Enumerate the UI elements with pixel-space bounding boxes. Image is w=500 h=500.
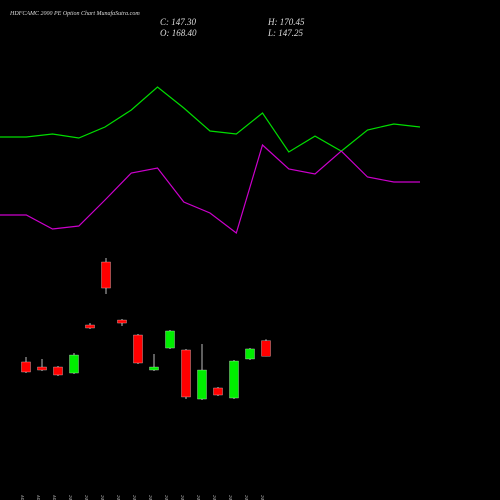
x-tick-label: 23 Dec <box>228 495 234 500</box>
candle-body <box>101 261 111 289</box>
candle-body <box>37 366 47 371</box>
x-tick-label: 28 Nov <box>52 495 58 500</box>
candle-body <box>261 340 271 357</box>
info-low: L: 147.25 <box>267 28 304 38</box>
x-tick-label: 02 Dec <box>84 495 90 500</box>
indicator-line <box>0 143 420 235</box>
candle-body <box>181 349 191 398</box>
candle-body <box>197 369 207 400</box>
candle-body <box>117 319 127 324</box>
candle-body <box>229 360 239 399</box>
x-tick-label: 18 Dec <box>196 495 202 500</box>
candle-body <box>213 387 223 396</box>
x-tick-label: 29 Dec <box>260 495 266 500</box>
x-tick-label: 16 Dec <box>180 495 186 500</box>
x-tick-label: 12 Dec <box>148 495 154 500</box>
x-tick-label: 19 Dec <box>212 495 218 500</box>
x-tick-label: 13 Dec <box>164 495 170 500</box>
candle-body <box>165 330 175 349</box>
x-tick-label: 10 Dec <box>116 495 122 500</box>
candle-body <box>53 366 63 376</box>
chart-title: HDFCAMC 2000 PE Option Chart MunafaSutra… <box>9 10 140 17</box>
x-tick-label: 09 Dec <box>100 495 106 500</box>
x-tick-label: 26 Nov <box>20 495 26 500</box>
info-open: O: 168.40 <box>160 28 197 38</box>
candle-body <box>85 324 95 329</box>
candle-body <box>149 366 159 371</box>
info-close: C: 147.30 <box>160 17 197 27</box>
x-tick-label: 01 Dec <box>68 495 74 500</box>
info-high: H: 170.45 <box>267 17 305 27</box>
x-tick-label: 24 Dec <box>243 495 250 500</box>
x-tick-label: 27 Nov <box>36 495 42 500</box>
candle-body <box>133 334 143 364</box>
candle-body <box>245 348 255 360</box>
candle-body <box>69 354 79 374</box>
indicator-line <box>0 86 421 153</box>
x-tick-label: 11 Dec <box>132 495 138 500</box>
candle-body <box>21 361 31 373</box>
